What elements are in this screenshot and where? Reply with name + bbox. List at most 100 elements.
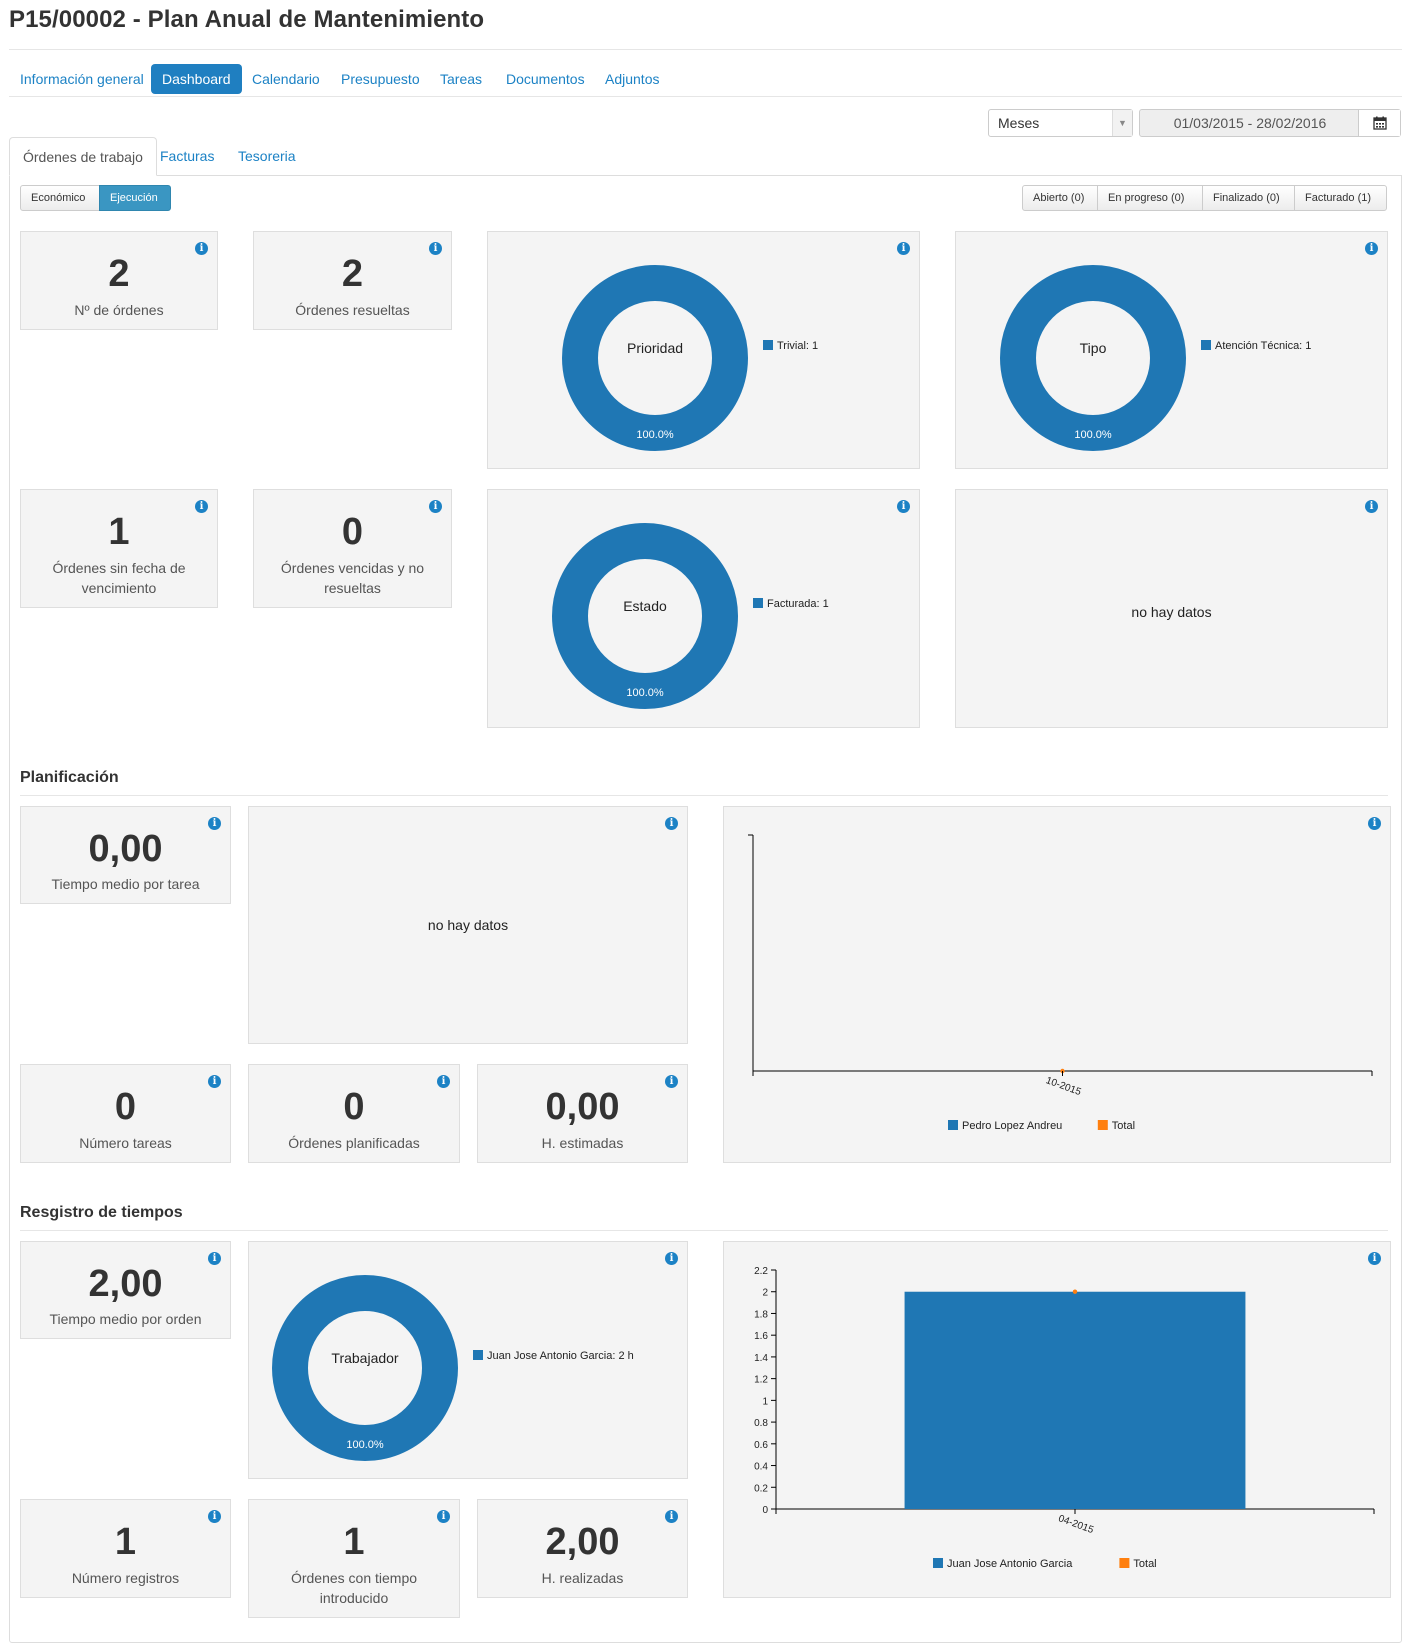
x-tick-label: 10-2015	[1044, 1075, 1083, 1098]
y-tick-label: 2	[762, 1288, 768, 1299]
info-icon[interactable]: i	[429, 242, 442, 255]
info-icon[interactable]: i	[208, 1252, 221, 1265]
slice-percent-label: 100.0%	[626, 687, 664, 699]
status-en-progreso-button[interactable]: En progreso (0)	[1097, 185, 1203, 211]
info-icon[interactable]: i	[1365, 500, 1378, 513]
info-icon[interactable]: i	[1365, 242, 1378, 255]
kpi-card-numero-registros: i 1 Número registros	[20, 1499, 231, 1598]
ejecucion-button[interactable]: Ejecución	[99, 185, 171, 211]
donut-slice	[272, 1275, 458, 1461]
bar-chart-planificacion: 10-2015 Pedro Lopez Andreu Total	[748, 834, 1373, 1132]
legend-label: Trivial: 1	[777, 340, 818, 352]
info-icon[interactable]: i	[665, 1075, 678, 1088]
kpi-label: Tiempo medio por tarea	[51, 876, 200, 892]
legend-label: Total	[1112, 1120, 1135, 1132]
kpi-card-tiempo-medio-orden: i 2,00 Tiempo medio por orden	[20, 1241, 231, 1339]
chart-card-empty: i no hay datos	[955, 489, 1388, 728]
legend-swatch	[948, 1120, 958, 1130]
legend-label: Pedro Lopez Andreu	[962, 1120, 1062, 1132]
kpi-card-numero-tareas: i 0 Número tareas	[20, 1064, 231, 1163]
y-tick-label: 0	[762, 1505, 768, 1516]
no-data-message: no hay datos	[427, 917, 509, 933]
donut-title: Prioridad	[627, 340, 683, 356]
kpi-value: 0	[114, 1086, 137, 1128]
info-icon[interactable]: i	[665, 1252, 678, 1265]
y-tick-label: 0.8	[754, 1418, 768, 1429]
legend-swatch	[1119, 1558, 1130, 1568]
y-tick-label: 1	[762, 1396, 768, 1407]
kpi-label: Órdenes resueltas	[295, 302, 410, 318]
kpi-card-ordenes-planificadas: i 0 Órdenes planificadas	[248, 1064, 460, 1163]
donut-slice	[552, 523, 738, 709]
info-icon[interactable]: i	[208, 1075, 221, 1088]
y-tick-label: 0.4	[754, 1462, 768, 1473]
nav-presupuesto[interactable]: Presupuesto	[341, 71, 420, 87]
kpi-value: 2,00	[88, 1263, 163, 1305]
period-select[interactable]: Meses ▼	[988, 109, 1133, 137]
nav-adjuntos[interactable]: Adjuntos	[605, 71, 660, 87]
economico-button[interactable]: Económico	[20, 185, 100, 211]
kpi-label: Número registros	[71, 1570, 180, 1586]
info-icon[interactable]: i	[195, 500, 208, 513]
kpi-label: Órdenes sin fecha de vencimiento	[52, 560, 186, 596]
donut-chart-trabajador: 100.0% Trabajador Juan Jose Antonio Garcia…	[272, 1275, 634, 1461]
nav-dashboard[interactable]: Dashboard	[151, 64, 242, 94]
info-icon[interactable]: i	[208, 817, 221, 830]
info-icon[interactable]: i	[665, 1510, 678, 1523]
kpi-value: 2	[108, 253, 130, 295]
total-point	[1072, 1289, 1078, 1294]
nav-informacion-general[interactable]: Información general	[20, 71, 144, 87]
kpi-value: 2	[341, 253, 364, 295]
info-icon[interactable]: i	[195, 242, 208, 255]
slice-percent-label: 100.0%	[1074, 429, 1112, 441]
kpi-value: 1	[114, 1521, 137, 1563]
info-icon[interactable]: i	[437, 1075, 450, 1088]
legend-label: Total	[1133, 1558, 1156, 1570]
status-facturado-button[interactable]: Facturado (1)	[1294, 185, 1387, 211]
calendar-button[interactable]	[1358, 110, 1400, 136]
kpi-card-h-estimadas: i 0,00 H. estimadas	[477, 1064, 688, 1163]
chevron-down-icon: ▼	[1112, 110, 1132, 136]
legend-swatch	[1201, 340, 1211, 350]
nav-calendario[interactable]: Calendario	[252, 71, 320, 87]
info-icon[interactable]: i	[1368, 1252, 1381, 1265]
legend-swatch	[933, 1558, 943, 1568]
status-abierto-button[interactable]: Abierto (0)	[1022, 185, 1098, 211]
info-icon[interactable]: i	[665, 817, 678, 830]
donut-title: Estado	[623, 598, 667, 614]
kpi-card-ordenes-resueltas: i 2 Órdenes resueltas	[253, 231, 452, 330]
calendar-icon	[1373, 116, 1387, 130]
date-range-field[interactable]: 01/03/2015 - 28/02/2016	[1139, 109, 1401, 137]
chart-card-registro-bar: i 0 0.2 0.4 0.6 0.8 1 1.2 1.4 1.6 1.8 2 2.2 04-2015 J…	[723, 1241, 1391, 1598]
kpi-card-vencidas: i 0 Órdenes vencidas y no resueltas	[253, 489, 452, 608]
donut-title: Tipo	[1080, 340, 1107, 356]
donut-slice	[562, 265, 748, 451]
date-range-value: 01/03/2015 - 28/02/2016	[1173, 115, 1327, 131]
nav-documentos[interactable]: Documentos	[506, 71, 585, 87]
info-icon[interactable]: i	[1368, 817, 1381, 830]
status-finalizado-button[interactable]: Finalizado (0)	[1202, 185, 1295, 211]
tab-tesoreria[interactable]: Tesoreria	[238, 148, 296, 164]
info-icon[interactable]: i	[429, 500, 442, 513]
info-icon[interactable]: i	[897, 500, 910, 513]
chart-card-planning-empty: i no hay datos	[248, 806, 688, 1044]
info-icon[interactable]: i	[437, 1510, 450, 1523]
kpi-label: H. estimadas	[541, 1135, 624, 1151]
chart-card-tipo: i 100.0% Tipo Atención Técnica: 1	[955, 231, 1388, 469]
tab-ordenes-de-trabajo[interactable]: Órdenes de trabajo	[9, 137, 157, 176]
info-icon[interactable]: i	[208, 1510, 221, 1523]
donut-title: Trabajador	[331, 1350, 399, 1366]
kpi-value: 0,00	[545, 1086, 620, 1128]
no-data-message: no hay datos	[1131, 604, 1212, 620]
slice-percent-label: 100.0%	[346, 1439, 384, 1451]
donut-chart-estado: 100.0% Estado Facturada: 1	[552, 523, 829, 709]
kpi-label: Tiempo medio por orden	[49, 1311, 202, 1327]
section-divider	[20, 1230, 1388, 1231]
info-icon[interactable]: i	[897, 242, 910, 255]
nav-tareas[interactable]: Tareas	[440, 71, 483, 87]
title-divider	[9, 49, 1402, 50]
page-title: P15/00002 - Plan Anual de Mantenimiento	[9, 6, 485, 33]
period-select-value: Meses	[998, 115, 1040, 131]
y-tick-label: 1.8	[754, 1309, 768, 1320]
tab-facturas[interactable]: Facturas	[160, 148, 215, 164]
